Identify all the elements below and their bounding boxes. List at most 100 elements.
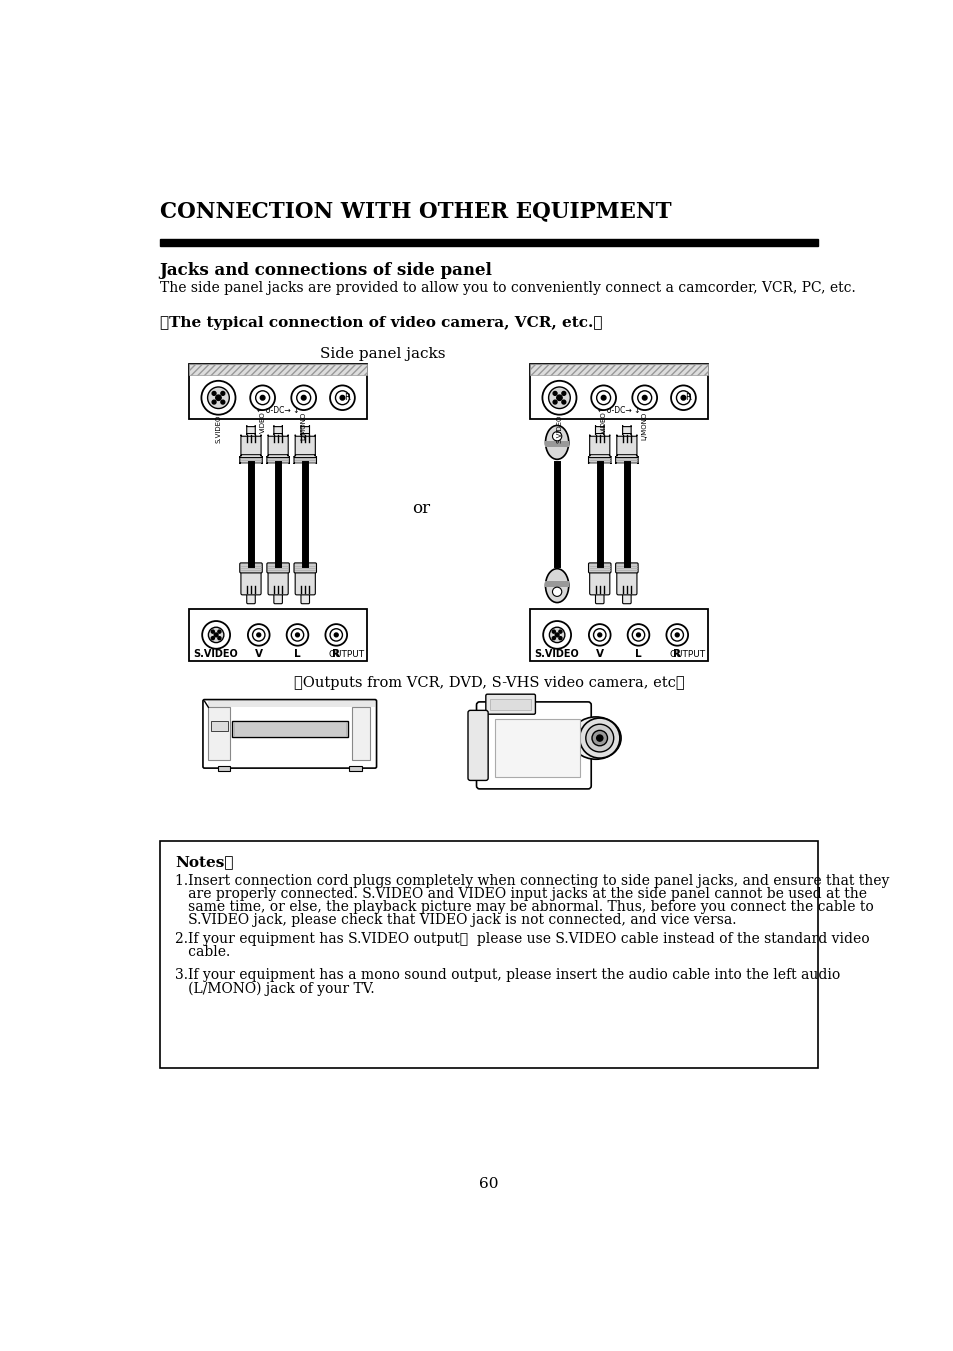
Circle shape <box>296 390 311 405</box>
Circle shape <box>555 634 558 636</box>
Text: S.VIDEO: S.VIDEO <box>215 415 221 443</box>
Circle shape <box>211 636 214 640</box>
FancyBboxPatch shape <box>595 426 603 435</box>
Circle shape <box>248 624 270 646</box>
Circle shape <box>549 627 564 643</box>
Circle shape <box>591 385 616 411</box>
Circle shape <box>221 400 225 404</box>
Bar <box>530 609 707 661</box>
Circle shape <box>552 588 561 596</box>
Circle shape <box>211 630 214 634</box>
FancyBboxPatch shape <box>267 457 289 463</box>
Text: R: R <box>673 648 680 659</box>
Circle shape <box>295 634 299 636</box>
FancyBboxPatch shape <box>239 457 262 463</box>
Text: 3.If your equipment has a mono sound output, please insert the audio cable into : 3.If your equipment has a mono sound out… <box>174 969 840 982</box>
Text: VIDEO: VIDEO <box>600 412 606 434</box>
FancyBboxPatch shape <box>268 435 288 457</box>
FancyBboxPatch shape <box>589 435 609 457</box>
Text: L/MONO: L/MONO <box>300 412 306 440</box>
Circle shape <box>217 630 221 634</box>
Circle shape <box>552 431 561 440</box>
Text: ← o-DC→ ↓: ← o-DC→ ↓ <box>256 405 299 415</box>
Bar <box>189 363 367 419</box>
Circle shape <box>632 628 644 642</box>
Bar <box>208 708 230 761</box>
Text: The side panel jacks are provided to allow you to conveniently connect a camcord: The side panel jacks are provided to all… <box>159 281 855 296</box>
Circle shape <box>641 396 646 400</box>
Circle shape <box>579 719 619 758</box>
Bar <box>233 723 345 735</box>
Text: R: R <box>332 648 340 659</box>
Circle shape <box>561 400 565 404</box>
Bar <box>490 698 530 711</box>
Text: S.VIDEO jack, please check that VIDEO jack is not connected, and vice versa.: S.VIDEO jack, please check that VIDEO ja… <box>174 913 736 927</box>
Circle shape <box>202 621 230 648</box>
Circle shape <box>636 634 639 636</box>
Bar <box>530 363 707 374</box>
Bar <box>217 766 230 771</box>
Circle shape <box>330 628 342 642</box>
FancyBboxPatch shape <box>595 592 603 604</box>
Text: 1.Insert connection cord plugs completely when connecting to side panel jacks, a: 1.Insert connection cord plugs completel… <box>174 874 888 888</box>
FancyBboxPatch shape <box>589 570 609 594</box>
Circle shape <box>593 628 605 642</box>
Text: or: or <box>412 500 430 517</box>
Circle shape <box>600 396 605 400</box>
Circle shape <box>637 390 651 405</box>
Text: cable.: cable. <box>174 946 230 959</box>
Bar <box>530 363 707 419</box>
FancyBboxPatch shape <box>588 563 610 573</box>
Circle shape <box>255 390 270 405</box>
Text: (L/MONO) jack of your TV.: (L/MONO) jack of your TV. <box>174 981 375 996</box>
FancyBboxPatch shape <box>301 426 309 435</box>
Text: ← o-DC→ ↓: ← o-DC→ ↓ <box>598 405 639 415</box>
Circle shape <box>212 392 215 396</box>
FancyBboxPatch shape <box>274 426 282 435</box>
Text: CONNECTION WITH OTHER EQUIPMENT: CONNECTION WITH OTHER EQUIPMENT <box>159 200 671 222</box>
FancyBboxPatch shape <box>247 592 255 604</box>
Circle shape <box>208 627 224 643</box>
Text: 2.If your equipment has S.VIDEO output，  please use S.VIDEO cable instead of the: 2.If your equipment has S.VIDEO output， … <box>174 932 869 946</box>
Text: OUTPUT: OUTPUT <box>328 650 364 659</box>
Bar <box>545 581 568 588</box>
Circle shape <box>212 400 215 404</box>
Circle shape <box>680 396 685 400</box>
Text: R: R <box>344 393 350 403</box>
Circle shape <box>301 396 306 400</box>
Circle shape <box>632 385 657 411</box>
Circle shape <box>596 735 602 742</box>
FancyBboxPatch shape <box>294 563 316 573</box>
Circle shape <box>675 634 679 636</box>
FancyBboxPatch shape <box>247 426 255 435</box>
Text: （Outputs from VCR, DVD, S-VHS video camera, etc）: （Outputs from VCR, DVD, S-VHS video came… <box>294 677 683 690</box>
Bar <box>208 701 375 708</box>
Circle shape <box>627 624 649 646</box>
Circle shape <box>592 731 607 746</box>
Text: 60: 60 <box>478 1177 498 1192</box>
Bar <box>189 363 367 374</box>
FancyBboxPatch shape <box>617 570 637 594</box>
FancyBboxPatch shape <box>294 435 315 457</box>
FancyBboxPatch shape <box>301 592 309 604</box>
Circle shape <box>214 634 218 636</box>
FancyBboxPatch shape <box>615 457 638 463</box>
Circle shape <box>552 636 555 640</box>
Text: V: V <box>595 648 603 659</box>
Bar <box>211 721 228 731</box>
Bar <box>232 720 348 738</box>
FancyBboxPatch shape <box>294 457 316 463</box>
FancyBboxPatch shape <box>615 563 638 573</box>
Bar <box>349 766 361 771</box>
Circle shape <box>221 392 225 396</box>
Text: Side panel jacks: Side panel jacks <box>319 347 445 361</box>
Text: 【The typical connection of video camera, VCR, etc.】: 【The typical connection of video camera,… <box>159 316 601 330</box>
FancyBboxPatch shape <box>274 592 282 604</box>
Text: L/MONO: L/MONO <box>641 412 647 440</box>
FancyBboxPatch shape <box>468 711 488 781</box>
Circle shape <box>250 385 274 411</box>
FancyBboxPatch shape <box>622 592 631 604</box>
Circle shape <box>557 394 561 400</box>
Circle shape <box>553 392 557 396</box>
Circle shape <box>666 624 687 646</box>
